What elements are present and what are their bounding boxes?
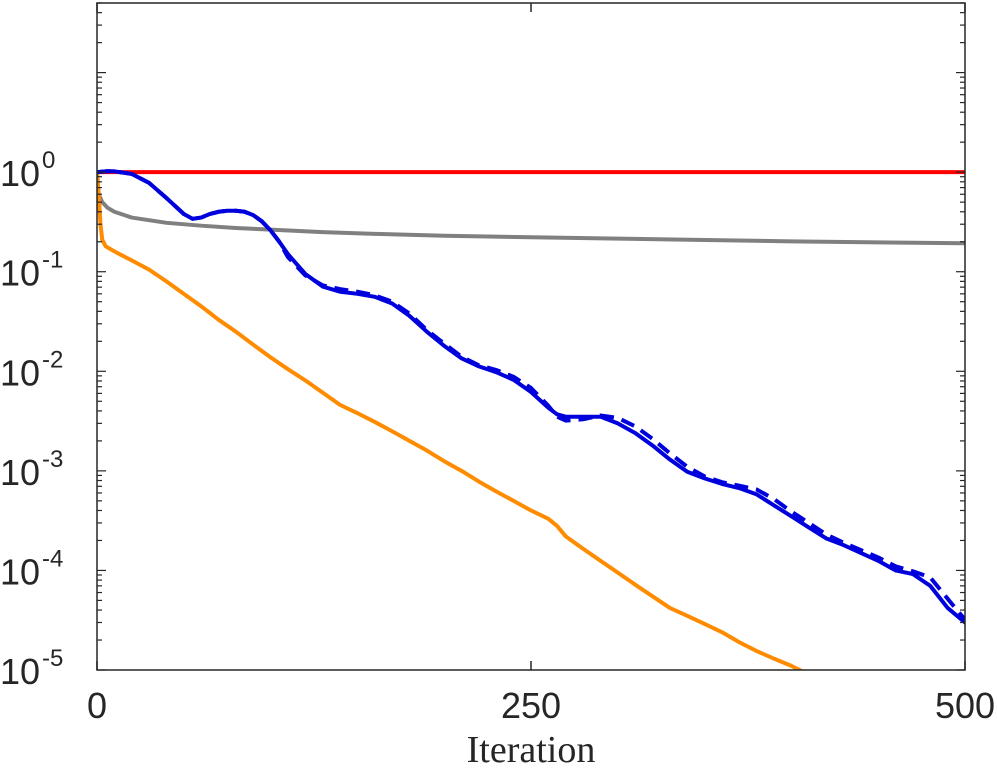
y-tick-label: 10 0 <box>0 147 55 194</box>
y-tick-label: 10 -3 <box>0 446 63 493</box>
y-tick-label: 10 -2 <box>0 346 63 393</box>
y-tick-base: 10 <box>0 651 40 692</box>
y-tick-exponent: 0 <box>42 147 55 174</box>
y-tick-base: 10 <box>0 153 40 194</box>
series-line-5-dashed <box>97 169 965 621</box>
y-tick-exponent: -5 <box>42 645 63 672</box>
y-tick-exponent: -3 <box>42 446 63 473</box>
y-tick-base: 10 <box>0 253 40 294</box>
x-tick-label: 250 <box>501 685 561 726</box>
y-tick-label: 10 -1 <box>0 247 63 294</box>
y-tick-base: 10 <box>0 452 40 493</box>
plot-frame <box>96 2 966 671</box>
y-tick-exponent: -2 <box>42 346 63 373</box>
y-tick-label: 10 -4 <box>0 545 63 592</box>
series-line-2 <box>97 170 965 246</box>
y-tick-label: 10 -5 <box>0 645 63 692</box>
y-tick-exponent: -1 <box>42 247 63 274</box>
x-tick-label: 500 <box>935 685 995 726</box>
series-line-3 <box>97 170 805 670</box>
y-tick-base: 10 <box>0 551 40 592</box>
x-axis-label: Iteration <box>467 729 596 771</box>
x-tick-label: 0 <box>87 685 107 726</box>
y-tick-exponent: -4 <box>42 545 63 572</box>
axes <box>96 2 966 671</box>
y-tick-base: 10 <box>0 352 40 393</box>
